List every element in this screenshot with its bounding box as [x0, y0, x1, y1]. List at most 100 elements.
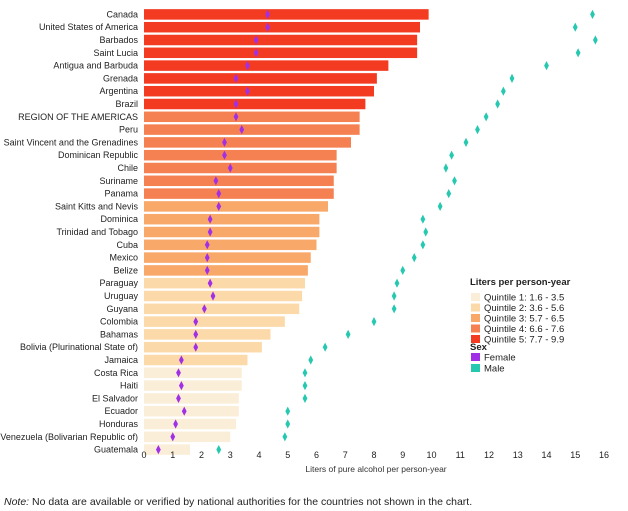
bar: [144, 226, 320, 238]
female-marker: [178, 355, 184, 365]
female-marker: [207, 214, 213, 224]
category-label: Ecuador: [104, 406, 138, 416]
female-marker: [193, 342, 199, 352]
male-marker: [302, 393, 308, 403]
legend: Liters per person-year Quintile 1: 1.6 -…: [470, 277, 571, 375]
footnote-prefix: Note:: [4, 496, 30, 508]
bar: [144, 124, 360, 135]
female-marker: [245, 86, 250, 96]
male-marker: [475, 125, 480, 135]
male-marker: [302, 381, 308, 391]
bar: [144, 175, 334, 187]
category-label: Panama: [104, 189, 138, 199]
male-marker: [394, 278, 400, 288]
male-marker: [446, 189, 452, 199]
female-marker: [210, 291, 216, 301]
bar: [144, 265, 308, 276]
male-marker: [322, 342, 328, 352]
x-tick-label: 13: [513, 450, 523, 460]
legend-swatch: [471, 335, 480, 343]
category-label: Trinidad and Tobago: [56, 227, 138, 237]
category-label: Saint Vincent and the Grenadines: [4, 137, 139, 147]
category-label: Mexico: [109, 253, 138, 263]
male-marker: [391, 291, 397, 301]
male-marker: [420, 214, 426, 224]
category-label: Guatemala: [94, 445, 138, 455]
male-marker: [592, 35, 598, 45]
male-marker: [575, 48, 581, 58]
female-marker: [178, 381, 184, 391]
legend-title-sex: Sex: [470, 342, 488, 353]
male-marker: [463, 137, 469, 147]
x-tick-label: 12: [484, 450, 494, 460]
female-marker: [253, 48, 259, 58]
x-tick-label: 14: [541, 450, 551, 460]
category-label: Colombia: [100, 317, 138, 327]
bar: [144, 213, 320, 225]
male-marker: [495, 99, 501, 109]
female-marker: [176, 368, 181, 378]
category-label: Canada: [106, 9, 138, 19]
male-marker: [285, 406, 291, 416]
category-label: Dominica: [100, 214, 138, 224]
category-label: Chile: [117, 163, 138, 173]
bar: [144, 73, 377, 84]
category-label: Argentina: [99, 86, 138, 96]
male-marker: [345, 329, 351, 339]
female-marker: [265, 9, 271, 19]
male-marker: [420, 240, 426, 250]
x-tick-label: 0: [141, 450, 146, 460]
bar: [144, 303, 300, 315]
female-marker: [239, 125, 245, 135]
category-label: Antigua and Barbuda: [53, 61, 138, 71]
category-label: Jamaica: [104, 355, 138, 365]
legend-quintile-label: Quintile 2: 3.6 - 5.6: [484, 303, 564, 314]
legend-title-liters: Liters per person-year: [470, 277, 571, 288]
category-label: Peru: [119, 125, 138, 135]
category-label: REGION OF THE AMERICAS: [18, 112, 138, 122]
male-marker: [483, 112, 489, 122]
footnote-text: No data are available or verified by nat…: [29, 496, 473, 508]
female-marker: [216, 189, 222, 199]
female-marker: [201, 304, 207, 314]
category-labels: Canada United States of America Barbados Sa…: [0, 9, 138, 454]
male-marker: [500, 86, 506, 96]
x-tick-label: 8: [371, 450, 376, 460]
category-label: Bolivia (Plurinational State of): [20, 342, 138, 352]
x-tick-label: 6: [314, 450, 319, 460]
category-label: Bahamas: [100, 329, 139, 339]
bar: [144, 201, 328, 212]
category-label: Saint Lucia: [93, 48, 138, 58]
category-label: Belize: [113, 265, 138, 275]
male-marker: [544, 61, 549, 71]
male-marker: [285, 419, 291, 429]
male-marker: [302, 368, 308, 378]
x-tick-label: 7: [343, 450, 348, 460]
x-tick-label: 5: [285, 450, 290, 460]
female-marker: [233, 112, 239, 122]
category-label: El Salvador: [92, 393, 138, 403]
bar: [144, 149, 337, 161]
female-marker: [204, 265, 210, 275]
bar: [144, 341, 262, 353]
male-marker: [443, 163, 449, 173]
bars-group: [144, 9, 429, 455]
female-marker: [233, 99, 239, 109]
x-tick-label: 16: [599, 450, 609, 460]
female-marker: [176, 393, 181, 403]
male-marker: [282, 432, 288, 442]
male-marker: [449, 150, 455, 160]
legend-swatch: [471, 314, 480, 322]
female-marker: [245, 61, 250, 71]
x-tick-label: 2: [199, 450, 204, 460]
female-marker: [155, 445, 161, 455]
bar: [144, 405, 239, 417]
bar: [144, 252, 311, 263]
bar: [144, 21, 420, 33]
category-label: Haiti: [120, 381, 138, 391]
bar: [144, 137, 351, 148]
category-label: Honduras: [99, 419, 139, 429]
male-markers: [216, 9, 598, 455]
female-marker: [204, 253, 210, 263]
